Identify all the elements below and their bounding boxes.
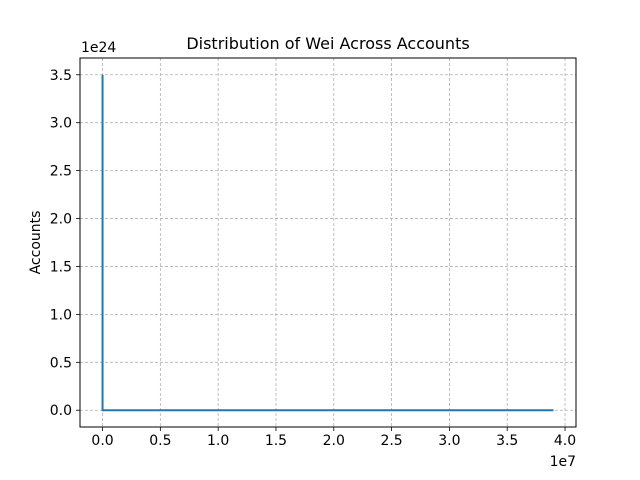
y-axis-offset-label: 1e24 [81,40,116,56]
y-tick-label: 3.0 [50,116,72,132]
x-tick-label: 4.0 [554,433,576,449]
x-tick-label: 3.0 [438,433,460,449]
y-tick-label: 3.5 [50,68,72,84]
axis-ticks: 0.0 0.5 1.0 1.5 2.0 2.5 3.0 3.5 4.0 0.0 0.5 1.0 1.5 2… [50,68,576,449]
plot-frame [79,57,577,428]
y-tick-label: 0.0 [50,403,72,419]
grid [80,58,576,427]
x-tick-label: 0.5 [149,433,171,449]
y-tick-label: 1.5 [50,259,72,275]
x-tick-label: 3.5 [496,433,518,449]
x-tick-label: 1.0 [207,433,229,449]
y-tick-label: 2.5 [50,164,72,180]
x-axis-offset-label: 1e7 [550,454,576,470]
x-tick-label: 2.5 [380,433,402,449]
x-tick-label: 0.0 [91,433,113,449]
y-axis-label: Accounts [28,211,44,275]
x-tick-label: 1.5 [265,433,287,449]
y-tick-label: 2.0 [50,212,72,228]
y-tick-label: 1.0 [50,307,72,323]
series-line [101,74,554,412]
series-layer [101,74,554,412]
x-tick-label: 2.0 [323,433,345,449]
chart-title: Distribution of Wei Across Accounts [186,34,469,53]
y-tick-label: 0.5 [50,355,72,371]
